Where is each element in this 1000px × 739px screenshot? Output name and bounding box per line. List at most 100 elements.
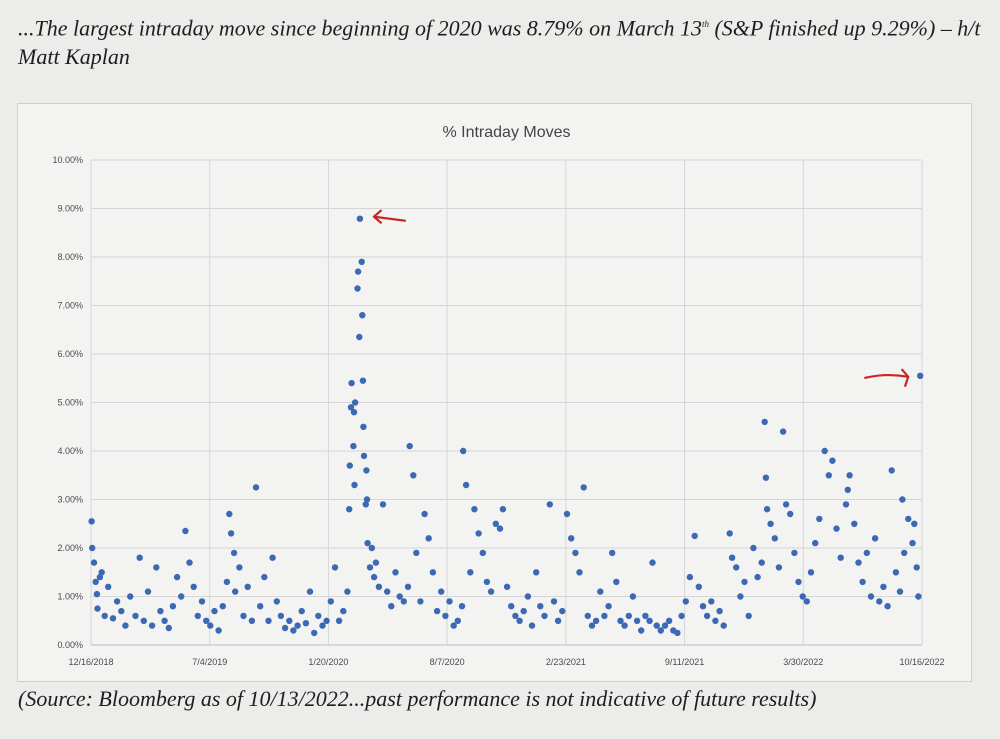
data-point [460,447,467,455]
data-point [520,607,527,615]
data-point [429,569,437,576]
data-point [728,554,736,561]
data-point [132,612,139,620]
data-point [816,515,823,523]
data-point [758,559,765,566]
x-tick-label: 3/30/2022 [783,657,823,667]
data-point [695,583,702,590]
data-point [867,593,875,600]
data-point [410,472,417,479]
data-point [113,598,121,605]
data-point [173,573,181,581]
data-point [892,569,900,576]
data-point [884,603,891,610]
data-point [359,312,366,319]
data-point [298,607,305,615]
data-point [286,617,293,624]
data-point [362,501,369,508]
data-point [315,612,322,620]
data-point [122,622,129,629]
data-point [356,333,363,341]
data-point [795,578,802,586]
data-point [370,573,378,581]
data-point [782,501,790,508]
data-point [230,549,238,557]
data-point [678,612,685,620]
data-point [642,612,649,620]
data-point [799,593,806,600]
data-point [708,598,715,605]
data-point [554,617,562,624]
data-point [737,593,744,600]
data-point [346,506,353,513]
data-point [613,578,620,586]
data-point [372,559,380,566]
data-point [364,539,371,547]
data-point [775,564,783,571]
data-point [674,629,681,637]
data-point [223,578,231,586]
data-point [265,617,272,624]
data-point [257,603,264,610]
data-point [350,442,357,450]
data-point [346,462,353,469]
data-point [499,506,507,513]
data-point [572,549,579,557]
data-point [421,510,428,518]
data-point [442,612,449,620]
data-point [136,554,143,561]
data-point [479,549,486,557]
y-tick-label: 10.00% [52,155,83,165]
data-point [617,617,624,624]
chart-frame: 0.00% 1.00% 2.00% 3.00% 4.00% 5.00% 6.00% 7.00%… [17,103,972,682]
data-point [354,268,362,275]
data-point [541,612,548,620]
data-point [438,588,445,595]
data-point [290,627,297,634]
data-point [855,559,862,566]
data-point [153,564,160,571]
data-point [716,607,723,615]
caption-top-superscript: th [701,19,709,29]
data-point [157,607,164,615]
data-point [837,554,844,561]
data-point [94,605,101,612]
data-point [588,622,596,629]
data-point [563,510,571,518]
data-point [665,617,673,624]
data-point [803,598,810,605]
data-point [354,285,361,292]
data-point [712,617,719,624]
data-point [653,622,660,629]
data-point [917,372,924,379]
data-point [248,617,256,624]
data-point [319,622,326,629]
data-point [911,520,918,527]
data-point [584,612,591,620]
x-tick-label: 8/7/2020 [430,657,465,667]
data-point [392,569,399,576]
data-point [871,535,879,542]
data-point [745,612,752,620]
data-point [512,612,519,620]
data-point [252,484,260,491]
data-point [726,530,733,537]
data-point [649,559,656,566]
data-point [686,573,694,581]
data-point [344,588,351,595]
x-tick-label: 1/20/2020 [308,657,348,667]
data-point [597,588,604,595]
y-tick-label: 7.00% [57,301,83,311]
scatter-chart: 0.00% 1.00% 2.00% 3.00% 4.00% 5.00% 6.00% 7.00%… [52,124,944,667]
data-point [915,593,922,600]
data-point [360,452,368,460]
data-point [859,578,866,586]
data-point [366,564,374,571]
y-tick-label: 5.00% [57,398,83,408]
data-point [621,622,628,629]
data-point [340,607,347,615]
data-point [368,544,375,552]
data-point [863,549,870,557]
data-point [413,549,420,557]
data-point [232,588,239,595]
